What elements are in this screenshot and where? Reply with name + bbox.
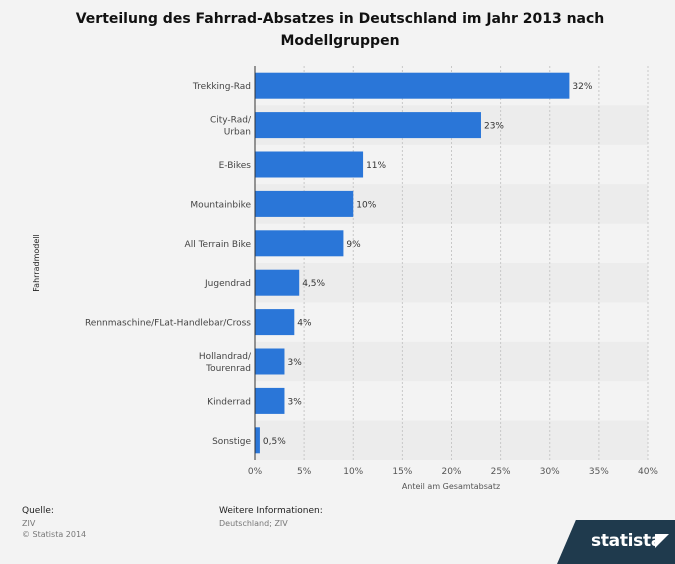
category-label: Trekking-Rad: [192, 82, 251, 92]
value-labels: 32% 23% 11% 10% 9% 4,5% 4% 3% 3% 0,5%: [263, 82, 593, 447]
value-label: 0,5%: [263, 437, 286, 447]
source-label: Quelle:: [22, 506, 54, 516]
bar[interactable]: [255, 387, 285, 414]
bar[interactable]: [255, 309, 295, 336]
value-label: 10%: [356, 200, 376, 210]
category-label: E-Bikes: [219, 161, 252, 171]
category-label: Sonstige: [212, 437, 251, 447]
bar[interactable]: [255, 269, 300, 296]
chart-title: Verteilung des Fahrrad-Absatzes in Deuts…: [75, 11, 605, 49]
x-tick-label: 35%: [589, 467, 609, 477]
value-label: 9%: [346, 240, 361, 250]
bar[interactable]: [255, 348, 285, 375]
category-label: Mountainbike: [190, 200, 251, 210]
bar[interactable]: [255, 72, 570, 99]
bar[interactable]: [255, 190, 354, 217]
x-tick-label: 5%: [297, 467, 312, 477]
statista-logo-icon: [655, 534, 669, 548]
y-axis-title: Fahrradmodell: [32, 234, 41, 291]
bar[interactable]: [255, 230, 344, 257]
value-label: 3%: [287, 397, 302, 407]
value-label: 32%: [572, 82, 592, 92]
bar[interactable]: [255, 427, 260, 454]
bars: [255, 72, 570, 454]
value-label: 11%: [366, 161, 386, 171]
category-label: All Terrain Bike: [185, 240, 252, 250]
bar-chart: 32% 23% 11% 10% 9% 4,5% 4% 3% 3% 0,5% Trekking-Ra…: [32, 66, 659, 491]
category-label: Hollandrad/Tourenrad: [199, 352, 252, 374]
value-label: 3%: [287, 358, 302, 368]
info-text: Deutschland; ZIV: [219, 519, 288, 528]
category-label: Kinderrad: [207, 397, 251, 407]
x-tick-label: 25%: [491, 467, 511, 477]
x-axis-title: Anteil am Gesamtabsatz: [402, 482, 500, 491]
x-tick-label: 0%: [248, 467, 263, 477]
x-tick-label: 30%: [540, 467, 560, 477]
x-tick-label: 40%: [638, 467, 658, 477]
info-label: Weitere Informationen:: [219, 506, 323, 516]
bar[interactable]: [255, 151, 364, 178]
value-label: 4,5%: [302, 279, 325, 289]
x-tick-labels: 0% 5% 10% 15% 20% 25% 30% 35% 40%: [248, 467, 659, 477]
value-label: 4%: [297, 319, 312, 329]
category-label: Jugendrad: [204, 279, 251, 289]
statista-logo[interactable]: statista: [557, 520, 675, 564]
copyright-text: © Statista 2014: [22, 530, 87, 539]
value-label: 23%: [484, 122, 504, 132]
source-line-1: ZIV: [22, 519, 36, 528]
x-tick-label: 10%: [343, 467, 363, 477]
statista-logo-text: statista: [591, 531, 662, 551]
bar[interactable]: [255, 112, 481, 139]
x-tick-label: 15%: [392, 467, 412, 477]
x-tick-label: 20%: [441, 467, 461, 477]
category-labels: Trekking-Rad City-Rad/Urban E-Bikes Mountai…: [85, 82, 252, 447]
category-label: Rennmaschine/FLat-Handlebar/Cross: [85, 319, 251, 329]
category-label: City-Rad/Urban: [210, 116, 252, 138]
